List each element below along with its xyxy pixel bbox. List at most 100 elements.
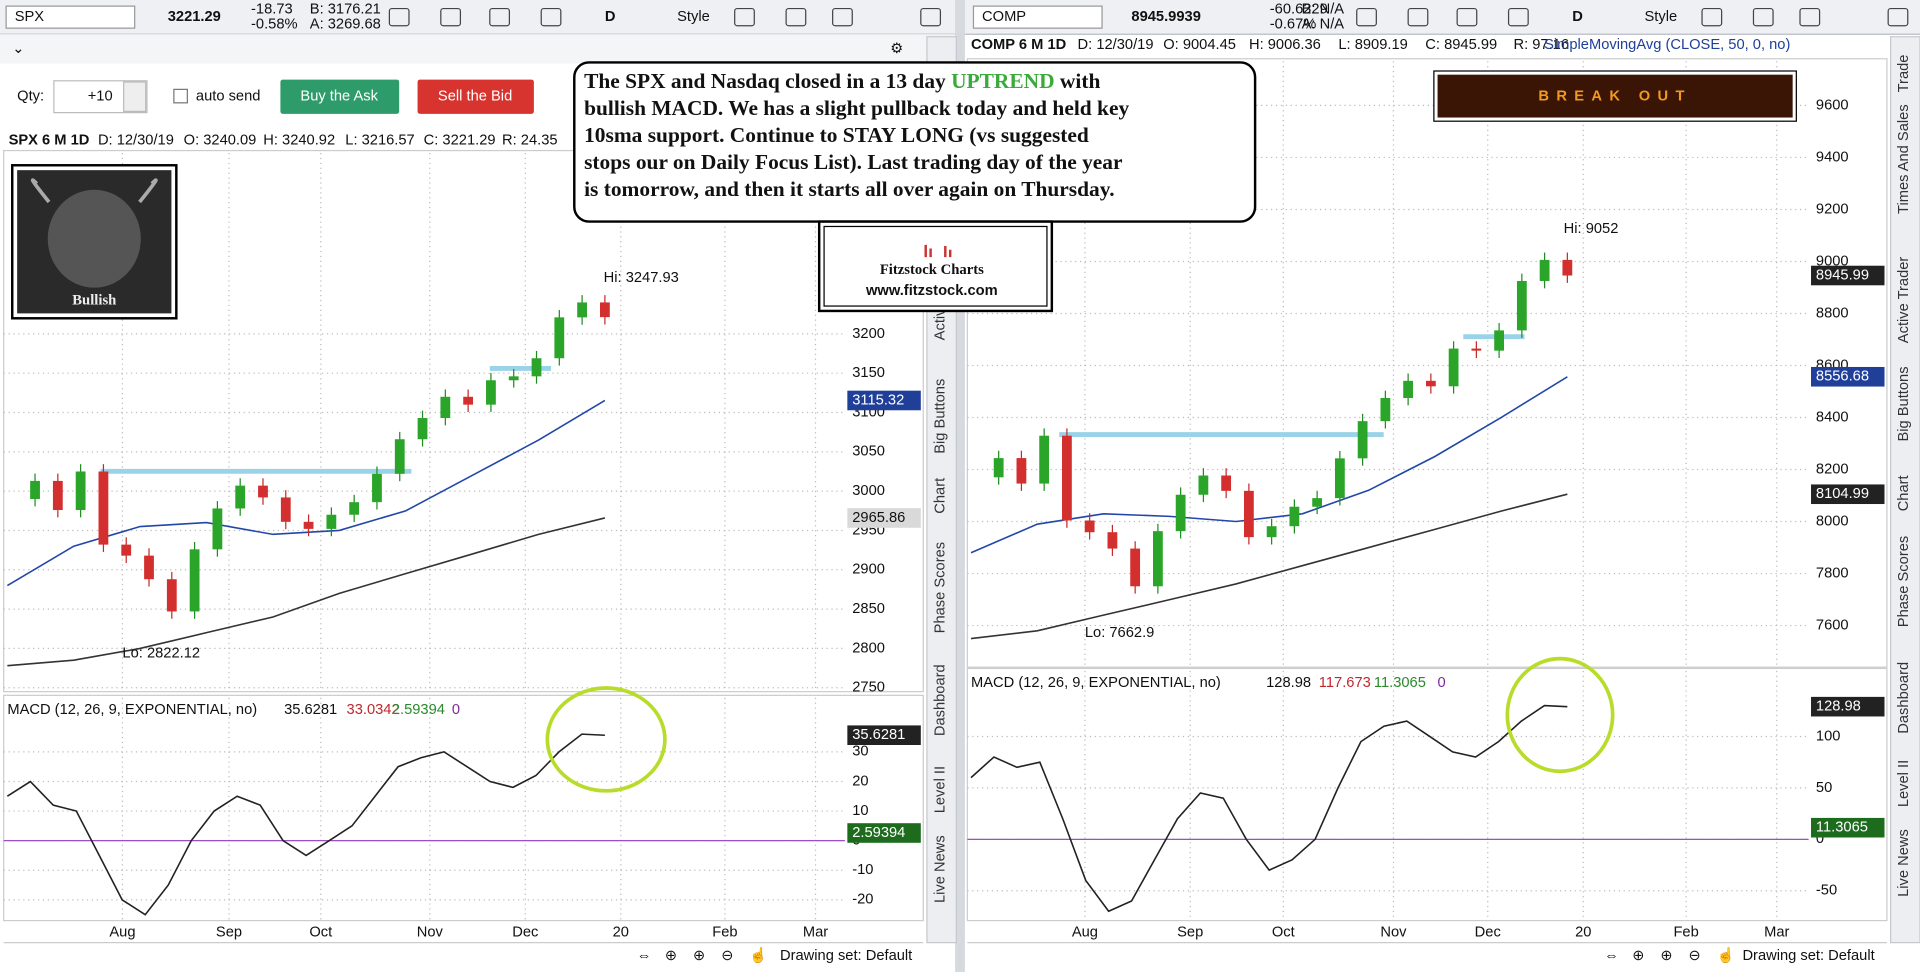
chart-header-item: D: 12/30/19 <box>1078 37 1154 53</box>
toolbar-icon[interactable] <box>1407 7 1429 27</box>
side-tab[interactable]: Phase Scores <box>1896 536 1912 627</box>
qty-spinner[interactable] <box>123 81 147 113</box>
last-price: 3221.29 <box>168 9 221 25</box>
toolbar-icon[interactable] <box>1752 7 1774 27</box>
toolbar-icon[interactable] <box>1701 7 1723 27</box>
footer-icon[interactable]: ⊕ <box>1660 948 1672 964</box>
side-tab[interactable]: Active Trader <box>1896 257 1912 344</box>
chart-header-item: O: 3240.09 <box>184 133 257 149</box>
sell-button[interactable] <box>417 79 534 114</box>
note-highlight: UPTREND <box>951 69 1054 93</box>
candle <box>349 502 360 515</box>
candle <box>1289 506 1300 527</box>
symbol-box[interactable] <box>5 5 136 29</box>
buy-button[interactable] <box>280 79 400 114</box>
toolbar-icon[interactable] <box>1356 7 1377 27</box>
chart-header-item: R: 97.16 <box>1513 37 1569 53</box>
price-marker <box>847 508 921 528</box>
x-tick-label: Dec <box>512 925 538 941</box>
footer-icon[interactable]: ⊕ <box>693 948 705 964</box>
x-tick-label: Feb <box>712 925 737 941</box>
macd-tick-label: -10 <box>852 862 873 878</box>
candle <box>326 514 337 529</box>
side-tab[interactable]: Times And Sales <box>1896 104 1912 214</box>
auto-send-checkbox[interactable] <box>173 88 188 104</box>
toolbar-icon[interactable] <box>832 7 853 27</box>
footer-icon[interactable]: ☝ <box>749 946 767 964</box>
side-tab[interactable]: Phase Scores <box>932 542 948 633</box>
footer-icon[interactable]: ⊖ <box>1689 948 1701 964</box>
style-menu[interactable]: Style <box>1644 9 1677 25</box>
lo-annotation: Lo: 2822.12 <box>122 646 200 662</box>
aggregation[interactable]: D <box>1572 9 1583 25</box>
chart-title: SPX 6 M 1D <box>9 133 90 149</box>
side-tab[interactable]: Trade <box>1896 55 1912 93</box>
side-tab[interactable]: Level II <box>1896 760 1912 807</box>
logo-url: www.fitzstock.com <box>865 283 998 299</box>
sma200 <box>970 493 1568 640</box>
y-tick-label: 7600 <box>1816 617 1849 633</box>
side-tab[interactable]: Big Buttons <box>1896 366 1912 441</box>
footer-icon[interactable]: ⊖ <box>721 948 733 964</box>
macd <box>6 733 605 916</box>
toolbar-icon[interactable] <box>734 7 755 27</box>
side-tab[interactable]: Dashboard <box>1896 662 1912 734</box>
side-tab[interactable]: Big Buttons <box>932 379 948 454</box>
candle <box>1198 475 1209 495</box>
footer-icon[interactable]: ⇔ <box>1604 948 1619 964</box>
price-pane <box>3 149 924 693</box>
macd-tick-label: 100 <box>1816 728 1841 744</box>
highlight-circle <box>1505 656 1615 774</box>
collapse-icon[interactable]: ⌄ <box>12 41 24 57</box>
footer-icon[interactable]: ⊕ <box>1632 948 1644 964</box>
toolbar-icon[interactable] <box>1799 7 1821 27</box>
sma200 <box>7 517 606 667</box>
macd-marker <box>1811 696 1885 717</box>
y-tick-label: 8400 <box>1816 409 1849 425</box>
side-tab[interactable]: Live News <box>932 835 948 903</box>
toolbar-icon[interactable] <box>489 7 511 27</box>
toolbar-icon[interactable] <box>1887 7 1909 27</box>
bid: B: N/A <box>1302 2 1345 18</box>
candle <box>508 376 519 381</box>
toolbar-icon[interactable] <box>1456 7 1478 27</box>
toolbar-icon[interactable] <box>540 7 562 27</box>
footer-icon[interactable]: ☝ <box>1717 946 1735 964</box>
footer-icon[interactable]: ⇔ <box>637 948 652 964</box>
toolbar-icon[interactable] <box>440 7 462 27</box>
subbar <box>0 34 956 64</box>
side-tab[interactable]: Live News <box>1896 829 1912 897</box>
price-marker <box>1811 366 1885 387</box>
toolbar-icon[interactable] <box>1507 7 1529 27</box>
side-tab[interactable]: Chart <box>1896 475 1912 511</box>
side-tab[interactable]: Activ <box>932 308 948 340</box>
side-tab-bar <box>1890 36 1920 944</box>
aggregation[interactable]: D <box>605 9 616 25</box>
candle <box>1152 531 1163 587</box>
chart-title: COMP 6 M 1D <box>971 37 1066 53</box>
macd-tick-label: -50 <box>1816 883 1837 899</box>
highlight-circle <box>545 686 667 793</box>
side-tab[interactable]: Chart <box>932 478 948 514</box>
candle <box>1425 380 1436 387</box>
change: -60.6229 <box>1270 2 1328 18</box>
symbol-box[interactable] <box>972 5 1103 29</box>
toolbar-icon[interactable] <box>785 7 807 27</box>
side-tab[interactable]: Dashboard <box>932 664 948 736</box>
side-tab[interactable]: Level II <box>932 766 948 813</box>
style-menu[interactable]: Style <box>677 9 710 25</box>
drawing-set[interactable]: Drawing set: Default <box>1742 948 1874 964</box>
candle <box>1107 532 1118 549</box>
gear-icon[interactable]: ⚙ <box>890 41 903 57</box>
candle <box>486 380 496 405</box>
toolbar-icon[interactable] <box>388 7 410 27</box>
y-tick-label: 2850 <box>852 601 885 617</box>
macd-readout: 0 <box>452 702 460 718</box>
drawing-set[interactable]: Drawing set: Default <box>780 948 912 964</box>
candle <box>394 439 405 474</box>
candle <box>440 396 451 419</box>
chart-header-item: H: 3240.92 <box>263 133 335 149</box>
x-tick-label: 20 <box>1575 925 1591 941</box>
toolbar-icon[interactable] <box>920 7 942 27</box>
footer-icon[interactable]: ⊕ <box>665 948 677 964</box>
